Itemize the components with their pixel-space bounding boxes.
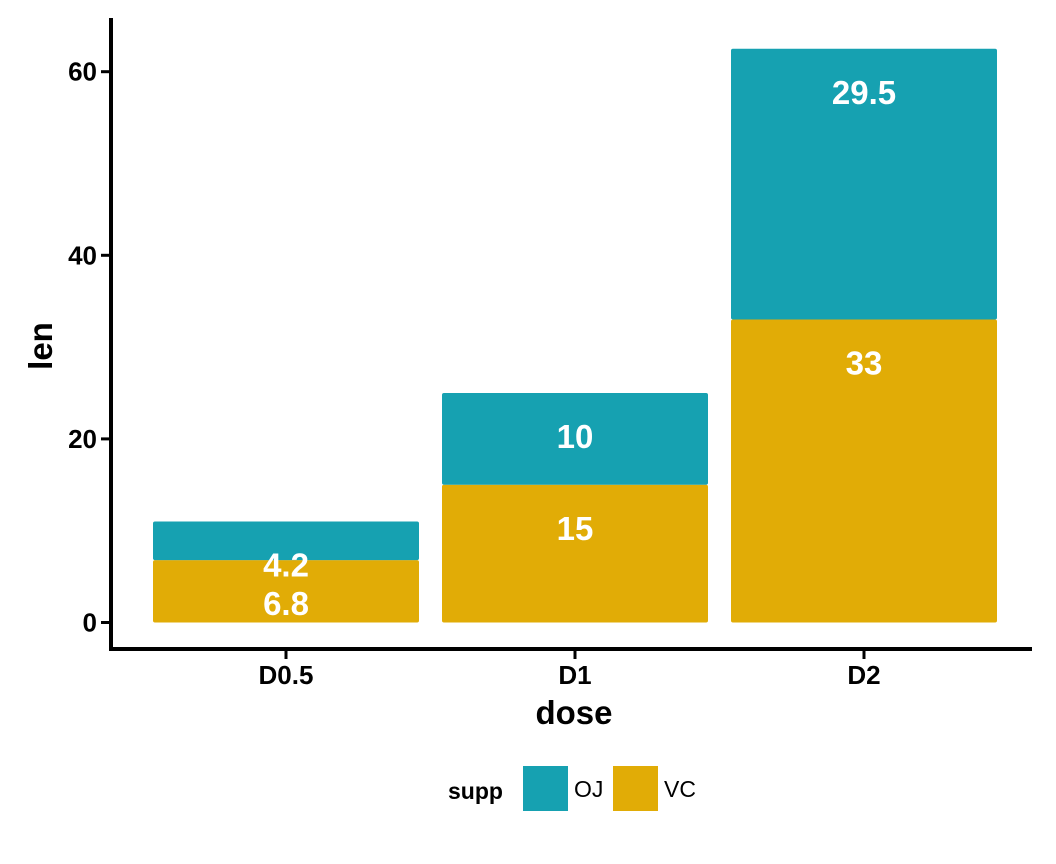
y-tick-label: 0 [83, 608, 97, 638]
data-label-oj-d0-5: 4.2 [263, 547, 309, 584]
bar-vc-d1 [442, 484, 708, 623]
data-label-vc-d2: 33 [846, 345, 883, 382]
x-tick-label: D2 [847, 660, 880, 690]
bar-oj-d1 [442, 393, 708, 485]
axes-layer: 0 20 40 60 D0.5 D1 D2 [68, 18, 1032, 690]
data-label-vc-d1: 15 [557, 510, 594, 547]
legend-label-oj: OJ [574, 776, 603, 802]
y-axis-title: len [22, 322, 59, 370]
x-tick-label: D1 [558, 660, 591, 690]
y-tick-label: 20 [68, 424, 97, 454]
y-tick-label: 60 [68, 57, 97, 87]
bars-layer: 6.84.2 15 10 33 29.5 [153, 48, 997, 623]
data-label-vc-d0-5: 6.8 [263, 585, 309, 622]
legend: supp OJ VC [448, 766, 696, 811]
bar-oj-d0-5 [153, 521, 419, 561]
legend-title: supp [448, 778, 503, 804]
x-tick-label: D0.5 [259, 660, 314, 690]
y-tick-label: 40 [68, 240, 97, 270]
legend-swatch-oj [523, 766, 568, 811]
data-label-oj-d1: 10 [557, 418, 594, 455]
bar-vc-d0-5 [153, 560, 419, 623]
legend-label-vc: VC [664, 776, 696, 802]
data-label-oj-d2: 29.5 [832, 74, 896, 111]
bar-vc-d2 [731, 319, 997, 623]
legend-swatch-vc [613, 766, 658, 811]
x-axis-title: dose [535, 694, 612, 731]
bar-oj-d2 [731, 48, 997, 320]
